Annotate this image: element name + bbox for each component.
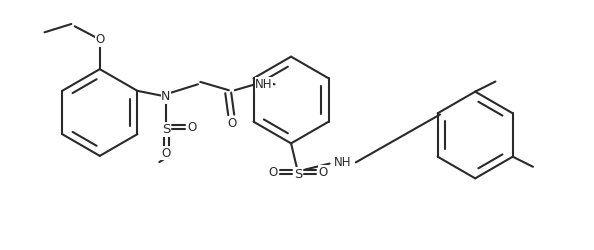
Text: O: O [268,166,278,179]
Text: O: O [228,117,237,130]
Text: O: O [162,147,171,160]
Text: O: O [187,121,197,134]
Text: NH: NH [334,156,352,169]
Text: O: O [318,166,328,179]
Text: S: S [162,123,170,136]
Text: N: N [161,90,170,103]
Text: S: S [294,168,302,181]
Text: NH: NH [255,78,273,91]
Text: O: O [95,33,105,46]
